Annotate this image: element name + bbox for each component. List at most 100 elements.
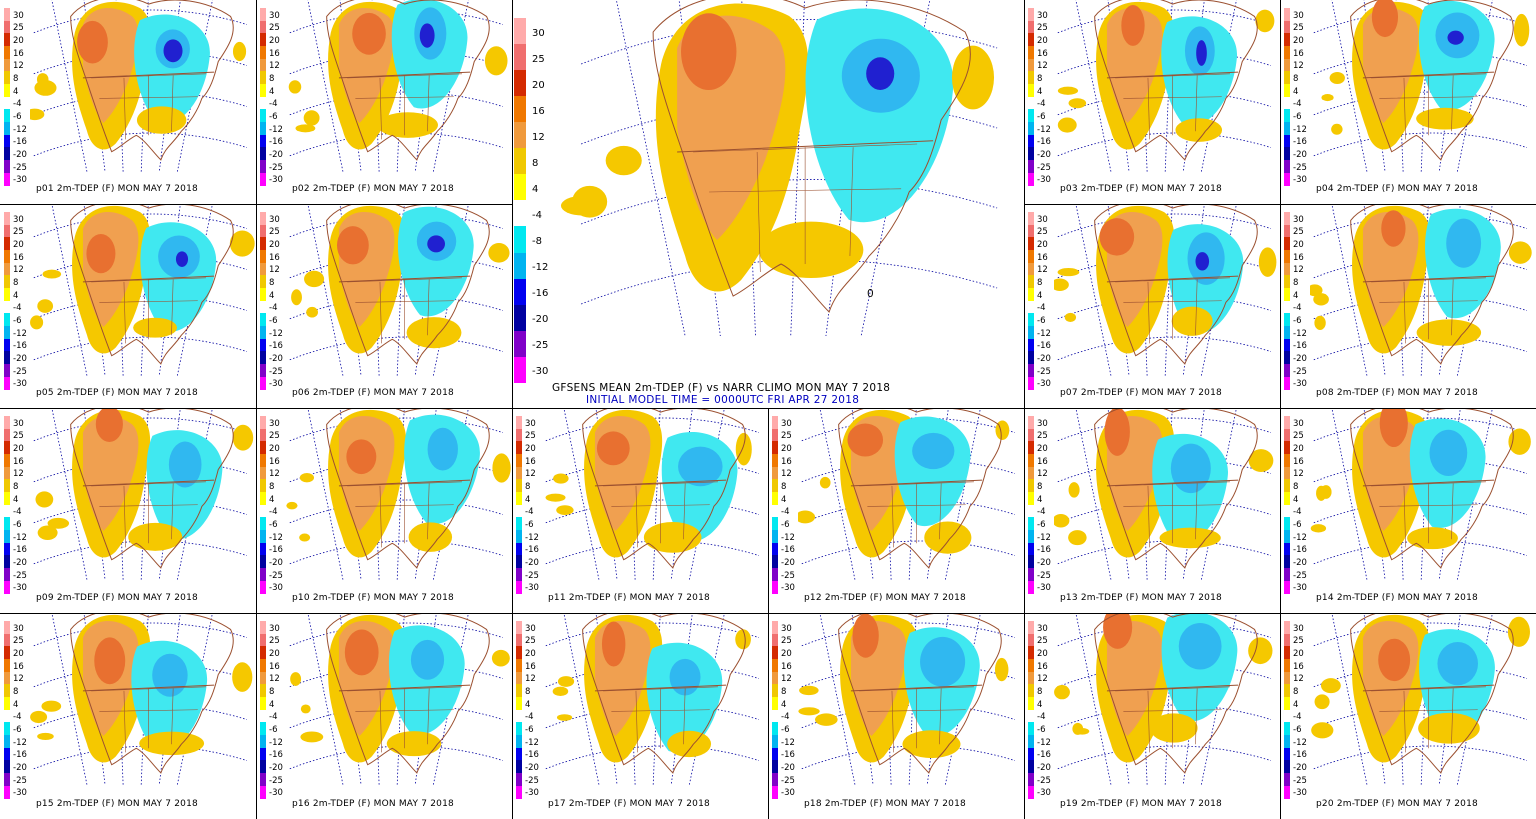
colorbar-tick-label: 20 (1293, 35, 1304, 46)
longitude-gridline (1331, 408, 1368, 581)
warm-anomaly-area (299, 472, 315, 483)
colorbar-tick-label: -25 (1293, 366, 1307, 377)
colorbar-swatch (4, 785, 10, 799)
warm-anomaly-area (1068, 530, 1087, 546)
colorbar-tick-label: 4 (1293, 290, 1299, 301)
colorbar-swatch (260, 580, 266, 594)
colorbar-tick-label: -30 (781, 788, 795, 799)
colorbar-swatch (516, 454, 522, 468)
colorbar-tick-label: 20 (13, 648, 24, 659)
colorbar-tick-label: 20 (532, 79, 545, 91)
warm-anomaly-area (556, 505, 574, 515)
state-borders (347, 73, 462, 140)
colorbar-swatch (4, 71, 10, 85)
colorbar-swatch (516, 735, 522, 749)
colorbar-tick-label: -6 (1037, 725, 1046, 735)
colorbar-swatch (260, 479, 266, 493)
warm-anomaly-area (291, 289, 302, 306)
cold-anomaly-core (866, 57, 895, 90)
state-borders (603, 686, 718, 753)
colorbar-tick-label: 4 (525, 494, 531, 505)
colorbar-swatch (1284, 646, 1290, 660)
colorbar-swatch (514, 18, 526, 45)
colorbar-tick-label: 16 (13, 456, 24, 467)
longitude-gridline (1438, 204, 1461, 377)
colorbar-swatch (260, 326, 266, 340)
warm-anomaly-area (1064, 312, 1077, 323)
colorbar-swatch (772, 747, 778, 761)
latitude-gridline (1057, 336, 1272, 361)
colorbar-tick-label: 20 (13, 35, 24, 46)
member-panel-p01: 30 25 20 16 12 8 4 -4 -6 -12 -16 -20 -25 -30 p01 2m-TD… (0, 0, 256, 204)
colorbar-swatch (1028, 109, 1034, 123)
colorbar-tick-label: 12 (269, 469, 280, 480)
colorbar-tick-label: -20 (1293, 558, 1307, 569)
state-borders (1115, 686, 1230, 753)
colorbar-tick-label: -16 (781, 545, 795, 556)
colorbar-swatch (1028, 416, 1034, 430)
colorbar-legend: 30 25 20 16 12 8 4 -4 -6 -12 -16 -20 -25 -30 (1284, 8, 1310, 188)
warm-anomaly-area (1068, 98, 1087, 109)
warm-anomaly-area (491, 649, 510, 667)
colorbar-legend: 30 25 20 16 12 8 4 -4 -6 -12 -16 -20 -25 -30 (4, 621, 30, 801)
colorbar-legend: 30 25 20 16 12 8 4 -4 -6 -12 -16 -20 -25 -30 (4, 416, 30, 596)
colorbar-tick-label: -30 (269, 379, 283, 390)
colorbar-tick-label: -30 (1037, 583, 1051, 594)
warm-anomaly-area (30, 710, 48, 724)
colorbar-swatch (1284, 747, 1290, 761)
member-title: p08 2m-TDEP (F) MON MAY 7 2018 (1316, 388, 1478, 398)
hot-anomaly-core (852, 613, 879, 658)
colorbar-tick-label: -6 (13, 725, 22, 735)
warm-anomaly-area (406, 317, 462, 349)
mean-anomaly-map (560, 0, 998, 337)
colorbar-swatch (1284, 313, 1290, 327)
colorbar-swatch (4, 275, 10, 289)
colorbar-swatch (4, 633, 10, 647)
colorbar-swatch (1028, 338, 1034, 352)
colorbar-tick-label: -16 (269, 750, 283, 761)
colorbar-tick-label: 12 (1293, 674, 1304, 685)
warm-anomaly-area (1175, 118, 1223, 142)
colorbar-tick-label: -16 (781, 750, 795, 761)
member-title: p02 2m-TDEP (F) MON MAY 7 2018 (292, 184, 454, 194)
colorbar-legend: 30 25 20 16 12 8 4 -4 -6 -12 -16 -20 -25 -30 (516, 416, 542, 596)
warm-anomaly-area (232, 662, 253, 692)
colorbar-swatch (4, 160, 10, 174)
colorbar-tick-label: -12 (13, 124, 27, 135)
warm-anomaly-area (605, 145, 642, 176)
colorbar-tick-label: -4 (1293, 507, 1302, 518)
member-title: p04 2m-TDEP (F) MON MAY 7 2018 (1316, 184, 1478, 194)
cool-anomaly-area (646, 642, 723, 753)
colorbar-swatch (1284, 96, 1290, 110)
colorbar-tick-label: 20 (13, 443, 24, 454)
colorbar-swatch (260, 542, 266, 556)
colorbar-legend: 30 25 20 16 12 8 4 -4 -6 -12 -16 -20 -25 -30 (1028, 621, 1054, 801)
anomaly-map (1054, 613, 1273, 786)
colorbar-swatch (772, 441, 778, 455)
colorbar-swatch (1028, 351, 1034, 365)
colorbar-tick-label: 12 (525, 674, 536, 685)
warm-anomaly-area (1106, 621, 1163, 736)
warm-anomaly-area (1362, 8, 1419, 124)
colorbar-swatch (1028, 773, 1034, 787)
colorbar-tick-label: -30 (781, 583, 795, 594)
colorbar-tick-label: 30 (781, 418, 792, 429)
colorbar-swatch (772, 684, 778, 698)
colorbar-swatch (772, 568, 778, 582)
colorbar-swatch (1028, 747, 1034, 761)
us-canada-border (82, 275, 215, 283)
colorbar-tick-label: -20 (781, 763, 795, 774)
colorbar-swatch (1028, 212, 1034, 226)
colorbar-swatch (772, 633, 778, 647)
colorbar-swatch (514, 200, 526, 227)
cool-anomaly-area (912, 432, 955, 470)
colorbar-tick-label: -6 (1037, 112, 1046, 122)
us-canada-border (1106, 71, 1239, 79)
colorbar-swatch (516, 659, 522, 673)
colorbar-tick-label: -12 (269, 124, 283, 135)
colorbar-swatch (516, 785, 522, 799)
hot-anomaly-core (95, 408, 123, 442)
colorbar-tick-label: -20 (1293, 763, 1307, 774)
us-canada-border (850, 479, 983, 487)
member-panel-p04: 30 25 20 16 12 8 4 -4 -6 -12 -16 -20 -25 -30 p04 2m-TD… (1280, 0, 1536, 204)
